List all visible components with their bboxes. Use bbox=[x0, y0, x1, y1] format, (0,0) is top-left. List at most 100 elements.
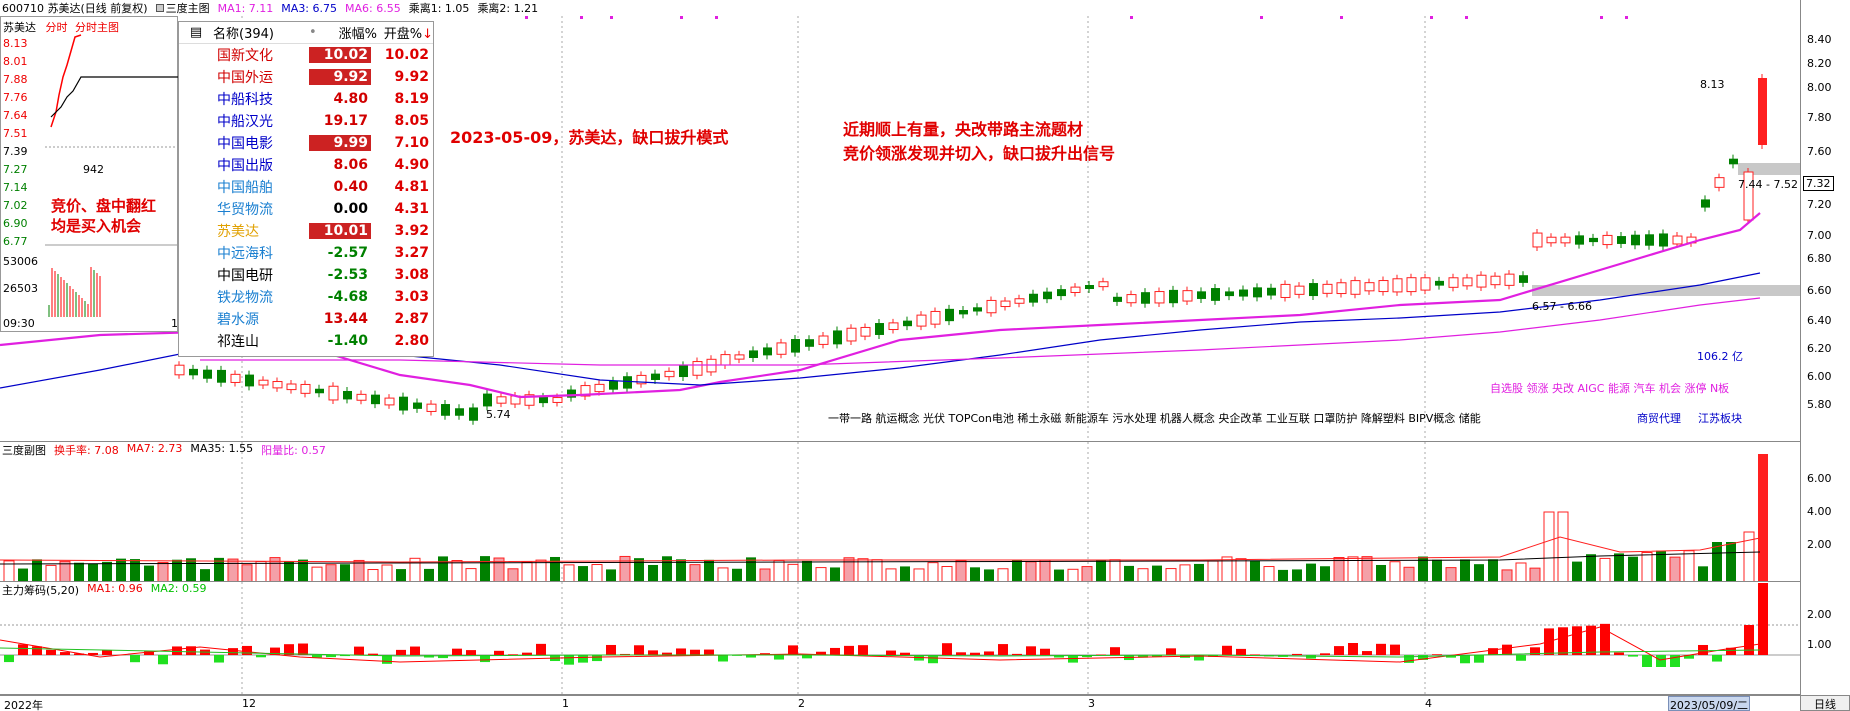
stock-name: 苏美达 bbox=[217, 224, 259, 240]
volume-bar bbox=[1501, 569, 1513, 581]
chip-bar bbox=[382, 655, 392, 664]
candle-body bbox=[1420, 277, 1431, 291]
volume-bar bbox=[381, 564, 393, 581]
intraday-mini-chart[interactable]: 苏美达 分时 分时主图 8.13 8.01 7.88 7.76 7.64 7.51 7.39… bbox=[0, 16, 179, 332]
intraday-svg bbox=[45, 34, 179, 317]
candle-body bbox=[930, 310, 941, 325]
chip-header: 主力筹码(5,20) MA1: 0.96 MA2: 0.59 bbox=[2, 582, 207, 598]
list-col-name[interactable]: 名称(394) bbox=[213, 27, 274, 42]
stock-row[interactable]: 国新文化 10.02 10.02 bbox=[179, 44, 433, 66]
candle-body bbox=[749, 350, 758, 358]
sector-tag-trade[interactable]: 商贸代理 bbox=[1637, 412, 1681, 425]
candlestick-chart[interactable] bbox=[0, 0, 1800, 442]
stock-open-change: 3.92 bbox=[394, 223, 429, 239]
signal-dot bbox=[1600, 16, 1603, 19]
stock-row[interactable]: 铁龙物流 -4.68 3.03 bbox=[179, 286, 433, 308]
volume-bar bbox=[1124, 565, 1134, 581]
candle-body bbox=[679, 365, 688, 378]
stock-list-rows: 国新文化 10.02 10.02 中国外运 9.92 9.92 中船科技 4.80 8.19 中船… bbox=[179, 44, 433, 352]
volume-bar bbox=[521, 561, 533, 581]
volume-bar bbox=[1067, 568, 1079, 581]
candle-body bbox=[371, 394, 380, 405]
stock-list-panel[interactable]: ▤ 名称(394) • 涨幅% 开盘%↓ 国新文化 10.02 10.02 中国外运 9… bbox=[178, 21, 434, 357]
volume-bar bbox=[717, 567, 729, 581]
stock-name: 中国电影 bbox=[217, 136, 273, 152]
stock-row[interactable]: 苏美达 10.01 3.92 bbox=[179, 220, 433, 242]
stock-row[interactable]: 中国电研 -2.53 3.08 bbox=[179, 264, 433, 286]
stock-name: 中国电研 bbox=[217, 268, 273, 284]
stock-change: 8.06 bbox=[333, 157, 368, 173]
intraday-vol-high: 53006 bbox=[3, 255, 38, 268]
volume-bar bbox=[1543, 511, 1555, 581]
stock-name: 中国外运 bbox=[217, 70, 273, 86]
list-menu-icon[interactable]: ▤ bbox=[189, 25, 203, 40]
volume-bar bbox=[409, 557, 421, 581]
stock-row[interactable]: 中国外运 9.92 9.92 bbox=[179, 66, 433, 88]
volume-bar bbox=[591, 564, 603, 581]
stock-title[interactable]: 600710 苏美达(日线 前复权) bbox=[2, 2, 148, 15]
stock-row[interactable]: 祁连山 -1.40 2.80 bbox=[179, 330, 433, 352]
low-price-marker: 5.74 bbox=[486, 408, 511, 421]
main-chart-pane[interactable]: 600710 苏美达(日线 前复权) 三度主图 MA1: 7.11 MA3: 6… bbox=[0, 0, 1800, 442]
candle-body bbox=[636, 374, 647, 385]
intraday-tab-main[interactable]: 分时主图 bbox=[75, 21, 119, 34]
sub-title[interactable]: 三度副图 bbox=[2, 444, 46, 457]
stock-row[interactable]: 中船科技 4.80 8.19 bbox=[179, 88, 433, 110]
chip-bar bbox=[578, 655, 588, 663]
concept-tags-right[interactable]: 自选股 领涨 央改 AIGC 能源 汽车 机会 涨停 N板 bbox=[1490, 382, 1730, 395]
stock-open-change: 3.08 bbox=[394, 267, 429, 283]
chip-ma1 bbox=[0, 626, 1761, 663]
list-col-open[interactable]: 开盘%↓ bbox=[377, 23, 433, 42]
stock-row[interactable]: 中国出版 8.06 4.90 bbox=[179, 154, 433, 176]
chip-bar bbox=[900, 652, 910, 655]
volume-bar bbox=[172, 559, 182, 581]
sector-tag-jiangsu[interactable]: 江苏板块 bbox=[1698, 412, 1742, 425]
list-col-change[interactable]: 涨幅% bbox=[338, 27, 377, 42]
volume-bar bbox=[578, 566, 588, 581]
stock-row[interactable]: 华贸物流 0.00 4.31 bbox=[179, 198, 433, 220]
candle-body bbox=[426, 403, 437, 412]
chip-bar bbox=[1152, 655, 1162, 657]
chip-bar bbox=[858, 645, 868, 655]
chip-bar bbox=[746, 655, 756, 658]
intraday-vol-mid: 26503 bbox=[3, 282, 38, 295]
indicator-selector[interactable]: 三度主图 bbox=[155, 0, 210, 16]
candle-body bbox=[1225, 291, 1234, 297]
concept-tags-bottom[interactable]: 一带一路 航运概念 光伏 TOPCon电池 稀土永磁 新能源车 污水处理 机器人… bbox=[828, 412, 1481, 425]
intraday-price-line bbox=[50, 34, 82, 128]
volume-bar bbox=[1712, 542, 1722, 581]
chip-bar bbox=[606, 644, 616, 655]
chip-bar bbox=[298, 643, 308, 655]
volume-pane[interactable]: 三度副图 换手率: 7.08 MA7: 2.73 MA35: 1.55 阳量比:… bbox=[0, 442, 1800, 582]
candle-body bbox=[875, 323, 884, 335]
intraday-tab-minute[interactable]: 分时 bbox=[45, 21, 68, 34]
volume-bar bbox=[1529, 567, 1541, 581]
stock-name: 中国出版 bbox=[217, 158, 273, 174]
axis-tick: 6.60 bbox=[1807, 284, 1832, 297]
volume-bar bbox=[353, 559, 365, 581]
stock-open-change: 8.05 bbox=[394, 113, 429, 129]
timeframe-button[interactable]: 日线 bbox=[1800, 695, 1850, 711]
stock-row[interactable]: 中国船舶 0.40 4.81 bbox=[179, 176, 433, 198]
stock-row[interactable]: 中国电影 9.99 7.10 bbox=[179, 132, 433, 154]
chip-bar bbox=[1446, 655, 1456, 658]
chip-bar bbox=[144, 651, 154, 655]
stock-row[interactable]: 中船汉光 19.17 8.05 bbox=[179, 110, 433, 132]
stock-change: 9.92 bbox=[309, 69, 371, 85]
chip-bar bbox=[1744, 625, 1754, 655]
candle-body bbox=[594, 383, 605, 393]
candle-body bbox=[1253, 287, 1262, 298]
candle-body bbox=[692, 361, 703, 376]
stock-row[interactable]: 碧水源 13.44 2.87 bbox=[179, 308, 433, 330]
volume-bar bbox=[284, 561, 294, 581]
axis-tick: 8.20 bbox=[1807, 57, 1832, 70]
stock-change: 10.02 bbox=[309, 47, 371, 63]
volume-bar bbox=[563, 564, 575, 581]
signal-dot bbox=[1130, 16, 1133, 19]
stock-row[interactable]: 中远海科 -2.57 3.27 bbox=[179, 242, 433, 264]
volume-bar bbox=[871, 559, 883, 581]
chip-bar bbox=[1418, 655, 1428, 660]
chip-title[interactable]: 主力筹码(5,20) bbox=[2, 584, 80, 597]
chip-pane[interactable]: 主力筹码(5,20) MA1: 0.96 MA2: 0.59 bbox=[0, 582, 1800, 695]
chip-bar bbox=[256, 655, 266, 658]
